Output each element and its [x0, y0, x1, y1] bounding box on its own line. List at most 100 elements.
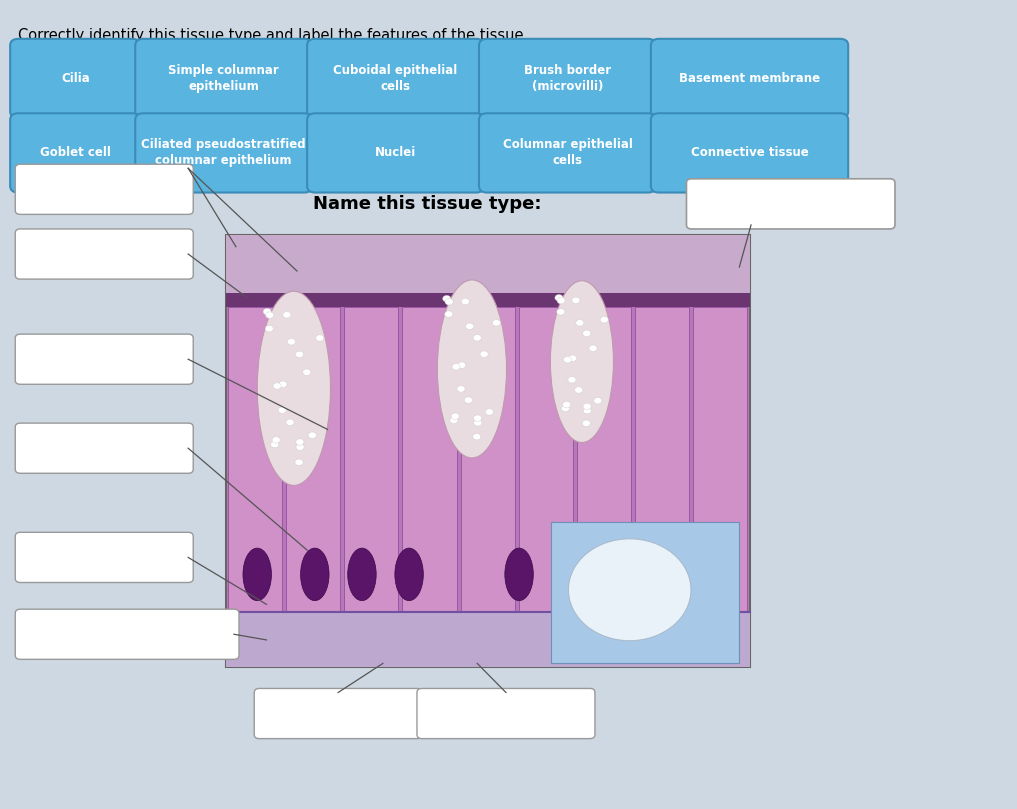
- Ellipse shape: [279, 381, 287, 388]
- Text: Columnar epithelial
cells: Columnar epithelial cells: [502, 138, 633, 167]
- Bar: [694, 307, 747, 612]
- Ellipse shape: [474, 420, 482, 426]
- FancyBboxPatch shape: [479, 113, 656, 193]
- Ellipse shape: [583, 408, 591, 414]
- Bar: [226, 612, 750, 667]
- Ellipse shape: [286, 419, 294, 426]
- Ellipse shape: [567, 376, 576, 383]
- Ellipse shape: [576, 320, 584, 326]
- Text: Goblet cell: Goblet cell: [40, 146, 111, 159]
- Ellipse shape: [265, 325, 274, 332]
- Ellipse shape: [295, 459, 303, 465]
- Ellipse shape: [599, 549, 627, 600]
- Text: Brush border
(microvilli): Brush border (microvilli): [524, 64, 611, 93]
- Ellipse shape: [296, 438, 304, 445]
- Bar: [226, 235, 750, 293]
- Ellipse shape: [575, 387, 583, 393]
- Ellipse shape: [556, 308, 564, 315]
- Ellipse shape: [583, 330, 591, 337]
- Ellipse shape: [480, 351, 488, 358]
- FancyBboxPatch shape: [15, 229, 193, 279]
- Bar: [286, 307, 340, 612]
- FancyBboxPatch shape: [10, 113, 140, 193]
- Ellipse shape: [569, 539, 691, 641]
- Ellipse shape: [583, 420, 591, 426]
- Ellipse shape: [562, 401, 571, 408]
- Ellipse shape: [279, 407, 287, 413]
- FancyBboxPatch shape: [15, 609, 239, 659]
- Ellipse shape: [594, 397, 602, 404]
- Ellipse shape: [265, 312, 274, 319]
- Ellipse shape: [474, 415, 482, 421]
- Ellipse shape: [569, 355, 577, 362]
- Ellipse shape: [274, 383, 282, 389]
- Ellipse shape: [646, 549, 674, 600]
- FancyBboxPatch shape: [135, 39, 312, 118]
- Ellipse shape: [458, 362, 466, 368]
- Ellipse shape: [303, 369, 311, 375]
- Ellipse shape: [243, 549, 272, 600]
- Ellipse shape: [600, 316, 608, 323]
- Ellipse shape: [465, 397, 473, 404]
- Bar: [577, 307, 632, 612]
- Text: Connective tissue: Connective tissue: [691, 146, 809, 159]
- Ellipse shape: [689, 549, 717, 600]
- Ellipse shape: [453, 363, 461, 370]
- Ellipse shape: [283, 311, 291, 318]
- FancyBboxPatch shape: [307, 113, 484, 193]
- Ellipse shape: [315, 335, 323, 341]
- Ellipse shape: [442, 295, 451, 302]
- Ellipse shape: [295, 351, 303, 358]
- Ellipse shape: [473, 335, 481, 341]
- Text: Cilia: Cilia: [61, 72, 89, 85]
- Ellipse shape: [485, 409, 493, 415]
- FancyBboxPatch shape: [651, 39, 848, 118]
- FancyBboxPatch shape: [254, 688, 422, 739]
- Ellipse shape: [263, 308, 272, 315]
- Ellipse shape: [257, 291, 331, 485]
- FancyBboxPatch shape: [651, 113, 848, 193]
- Text: Nuclei: Nuclei: [375, 146, 416, 159]
- Ellipse shape: [308, 432, 316, 438]
- Ellipse shape: [450, 417, 458, 424]
- Ellipse shape: [444, 311, 453, 317]
- Ellipse shape: [288, 339, 296, 345]
- FancyBboxPatch shape: [135, 113, 312, 193]
- Ellipse shape: [473, 434, 481, 440]
- Ellipse shape: [296, 444, 304, 451]
- FancyBboxPatch shape: [15, 334, 193, 384]
- Ellipse shape: [492, 320, 500, 326]
- Text: Simple columnar
epithelium: Simple columnar epithelium: [169, 64, 279, 93]
- Bar: [344, 307, 399, 612]
- Bar: [461, 307, 515, 612]
- Ellipse shape: [437, 280, 506, 458]
- Ellipse shape: [572, 297, 580, 303]
- Bar: [226, 235, 750, 667]
- Ellipse shape: [555, 294, 563, 301]
- Ellipse shape: [462, 299, 470, 305]
- Ellipse shape: [452, 413, 460, 420]
- Bar: [550, 522, 739, 663]
- Ellipse shape: [271, 441, 279, 447]
- Ellipse shape: [395, 549, 423, 600]
- FancyBboxPatch shape: [417, 688, 595, 739]
- Text: Cuboidal epithelial
cells: Cuboidal epithelial cells: [334, 64, 458, 93]
- Ellipse shape: [563, 357, 572, 363]
- Bar: [226, 293, 750, 307]
- FancyBboxPatch shape: [686, 179, 895, 229]
- Bar: [636, 307, 690, 612]
- Bar: [519, 307, 573, 612]
- FancyBboxPatch shape: [15, 532, 193, 582]
- Bar: [403, 307, 457, 612]
- Text: Name this tissue type:: Name this tissue type:: [313, 195, 541, 213]
- Ellipse shape: [550, 281, 613, 443]
- FancyBboxPatch shape: [479, 39, 656, 118]
- Text: Ciliated pseudostratified
columnar epithelium: Ciliated pseudostratified columnar epith…: [141, 138, 306, 167]
- Ellipse shape: [445, 299, 454, 305]
- Ellipse shape: [561, 405, 570, 412]
- Ellipse shape: [557, 298, 565, 304]
- FancyBboxPatch shape: [10, 39, 140, 118]
- Ellipse shape: [466, 323, 474, 329]
- Text: Basement membrane: Basement membrane: [679, 72, 820, 85]
- Ellipse shape: [457, 386, 465, 392]
